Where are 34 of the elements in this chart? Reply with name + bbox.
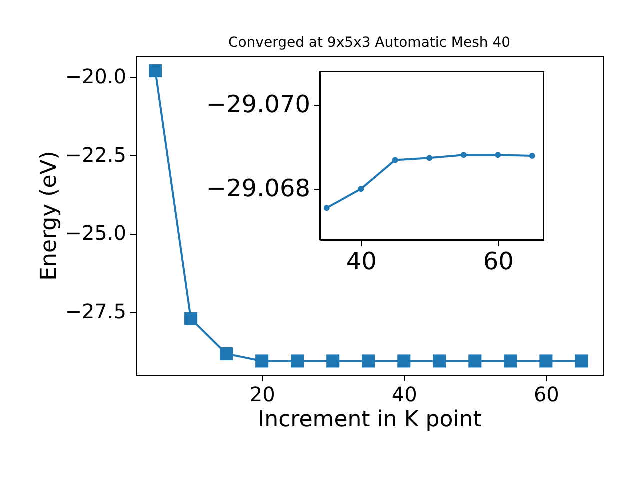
x-tick-label: 60 xyxy=(483,248,514,276)
x-tick-label: 40 xyxy=(392,382,418,406)
point xyxy=(149,64,162,78)
point xyxy=(495,152,502,158)
point xyxy=(220,347,234,361)
chart-title: Converged at 9x5x3 Automatic Mesh 40 xyxy=(228,35,511,51)
y-tick-label: −27.5 xyxy=(65,300,126,324)
point xyxy=(362,354,376,368)
point xyxy=(291,354,304,368)
y-axis-title: Energy (eV) xyxy=(37,151,62,281)
point xyxy=(433,354,446,368)
x-axis-title: Increment in K point xyxy=(258,408,482,432)
point xyxy=(398,354,411,368)
y-tick-label: −29.070 xyxy=(206,90,310,119)
point xyxy=(468,354,482,368)
point xyxy=(529,153,536,159)
y-tick-label: −25.0 xyxy=(65,221,126,246)
y-tick-label: −22.5 xyxy=(65,142,126,167)
x-tick-label: 40 xyxy=(346,248,377,276)
point xyxy=(504,354,518,368)
point xyxy=(358,186,364,192)
x-tick-label: 20 xyxy=(250,382,276,406)
x-tick-label: 60 xyxy=(534,382,560,406)
y-tick-label: −29.068 xyxy=(206,174,310,203)
point xyxy=(426,155,433,162)
point xyxy=(326,354,340,368)
point xyxy=(392,157,398,164)
point xyxy=(184,312,198,326)
point xyxy=(575,354,588,368)
point xyxy=(324,205,330,212)
point xyxy=(540,354,553,368)
point xyxy=(256,354,269,368)
y-tick-label: −20.0 xyxy=(65,64,126,88)
point xyxy=(460,152,467,158)
